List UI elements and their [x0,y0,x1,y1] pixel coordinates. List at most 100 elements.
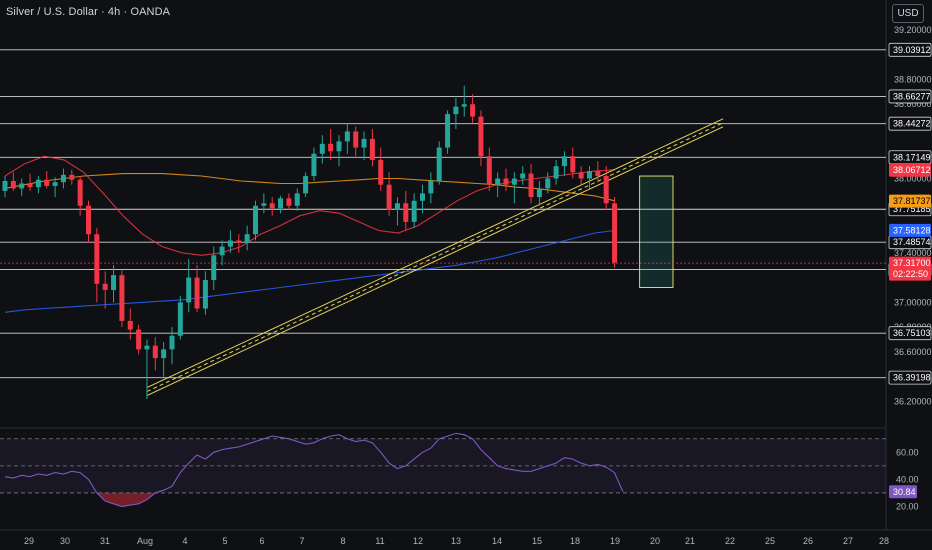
candle [386,172,392,216]
candle [186,259,192,313]
candle-body [336,141,342,152]
candle [445,110,451,154]
candle-body [369,138,375,160]
candle [211,246,217,290]
candle-body [186,277,192,303]
x-tick-label: 12 [413,536,423,546]
candle [44,171,50,189]
candle-body [169,335,175,350]
channel-upper-line [146,118,724,388]
candle [353,126,359,157]
candle [511,172,517,204]
rsi-current-label: 30.84 [893,487,916,497]
candle [503,168,509,191]
candle [436,141,442,185]
x-tick-label: 28 [879,536,889,546]
candle-body [520,173,526,179]
level-label-7: 36.75103 [893,328,931,338]
candle [319,135,325,164]
candle [144,339,150,399]
candle [2,176,8,198]
candle-body [486,156,492,185]
candle-body [495,178,501,185]
candle [19,178,25,196]
price-badge-label-1: 37.81737 [893,196,931,206]
highlight-box [639,175,674,288]
candle [428,172,434,204]
candle [35,176,41,194]
candle [587,166,592,189]
candle [27,173,33,191]
currency-button[interactable]: USD [892,4,924,23]
candle [86,200,91,243]
candle [328,128,334,160]
candle-body [10,180,16,189]
x-tick-label: 22 [725,536,735,546]
candle-body [60,174,66,183]
candle-body [144,345,150,350]
candle [52,177,58,198]
price-badge-label-0: 38.06712 [893,165,931,175]
candle [394,197,400,226]
candle [461,85,467,117]
price-badge-label-3: 37.31700 [893,258,931,268]
chart-title: Silver / U.S. Dollar · 4h · OANDA [6,6,171,18]
x-tick-label: 26 [803,536,813,546]
level-label-0: 39.03912 [893,45,931,55]
candle-body [319,143,325,154]
candle [361,131,367,160]
level-label-box-2 [888,116,932,131]
candle-body [536,188,542,198]
candle-body [2,180,8,191]
candle-body [461,104,467,107]
ma-line-1 [4,173,615,202]
candle [420,184,425,214]
candle [244,225,250,251]
candle-body [378,159,384,185]
y-tick-label: 36.20000 [894,396,932,406]
candle [219,240,225,266]
candle-body [211,255,217,281]
candle-body [587,171,592,179]
candle [603,166,609,210]
candle [194,265,200,313]
level-label-4: 37.75185 [893,204,931,214]
candle [411,193,417,229]
candle-body [111,275,117,290]
level-label-box-1 [888,89,932,104]
x-tick-label: 5 [222,536,227,546]
candle-body [127,320,133,330]
price-badge-box-4 [889,267,931,281]
price-badge-label-2: 37.58128 [893,225,931,235]
candle-body [194,277,200,309]
candle-body [344,131,350,142]
x-tick-label: 18 [570,536,580,546]
candle [136,324,142,355]
candle [553,159,559,185]
candle [111,265,117,303]
y-tick-label: 37.00000 [894,297,932,307]
candle-body [27,183,33,188]
candle-body [453,106,459,115]
candle [536,180,542,206]
candle [202,271,208,315]
candle-body [136,329,142,350]
price-badge-box-0 [889,163,931,177]
candle-body [328,143,334,152]
candle-body [436,147,442,181]
candle-body [445,114,451,148]
candle [595,161,601,181]
candle-body [227,240,233,247]
candle-body [86,205,91,235]
candle [520,166,526,185]
x-tick-label: 20 [650,536,660,546]
candle-body [161,349,167,359]
candle-body [19,183,25,189]
y-tick-label: 38.80000 [894,74,932,84]
candle [227,230,233,253]
candle [102,271,108,309]
x-tick-label: 15 [532,536,542,546]
y-tick-label: 38.00000 [894,174,932,184]
